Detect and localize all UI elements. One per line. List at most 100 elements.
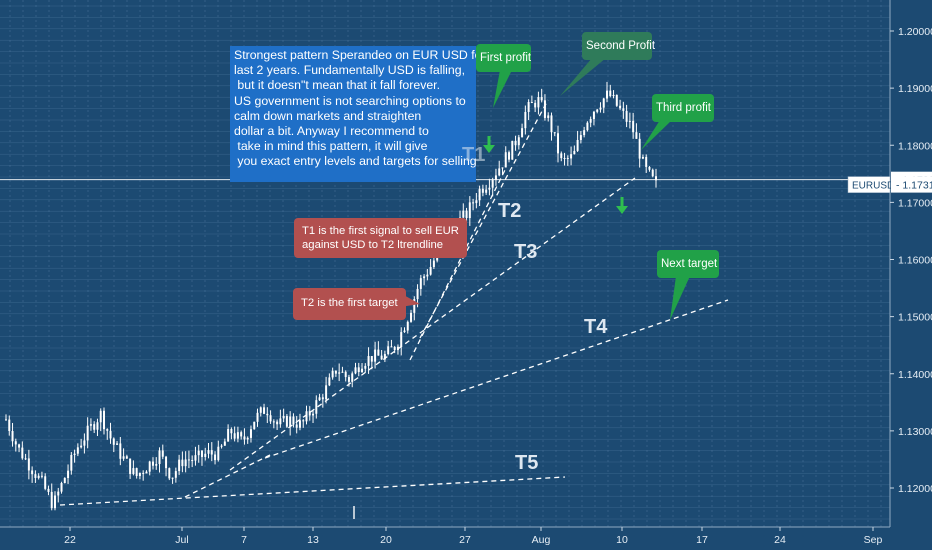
candle-body: [135, 468, 138, 477]
candle-body: [272, 421, 275, 423]
candle-body: [93, 424, 96, 430]
t3-trendline: [229, 177, 636, 471]
candle-body: [396, 346, 399, 351]
candle-body: [109, 430, 112, 439]
third-profit-pointer: [641, 120, 672, 150]
candle-body: [178, 459, 181, 472]
candle-body: [367, 356, 370, 366]
candle-body: [138, 472, 141, 477]
candle-body: [370, 356, 373, 362]
base-trendline: [184, 454, 271, 498]
candle-body: [602, 98, 605, 108]
candle-body: [161, 450, 164, 457]
candle-body: [410, 312, 413, 322]
t4-label: T4: [584, 316, 608, 338]
candle-body: [560, 153, 563, 159]
candle-body: [491, 180, 494, 188]
candle-body: [249, 429, 252, 438]
y-tick-label: 1.14000: [898, 369, 932, 381]
candle-body: [18, 444, 21, 448]
x-tick-label: 10: [616, 534, 628, 546]
candle-body: [207, 450, 210, 454]
candle-body: [361, 368, 364, 373]
candle-body: [236, 432, 239, 439]
candle-body: [537, 97, 540, 108]
candle-body: [390, 346, 393, 348]
candle-body: [357, 367, 360, 373]
candle-body: [488, 187, 491, 190]
candle-body: [312, 413, 315, 416]
candle-body: [112, 438, 115, 445]
candle-body: [214, 454, 217, 461]
candle-body: [266, 413, 269, 416]
candle-body: [158, 450, 161, 465]
t2-label: T2: [498, 200, 522, 222]
t1-signal-note: T1 is the first signal to sell EUR again…: [294, 218, 467, 258]
y-tick-label: 1.16000: [898, 255, 932, 267]
candle-body: [331, 370, 334, 378]
candle-body: [204, 453, 207, 457]
candle-body: [174, 471, 177, 478]
candle-body: [132, 468, 135, 475]
candle-body: [635, 132, 638, 139]
candle-body: [566, 157, 569, 159]
candle-body: [80, 445, 83, 448]
candle-body: [116, 443, 119, 445]
candle-body: [609, 90, 612, 97]
t1-label: T1: [462, 144, 486, 166]
y-tick-label: 1.12000: [898, 483, 932, 495]
candle-body: [328, 377, 331, 386]
candle-body: [305, 411, 308, 422]
candle-body: [468, 202, 471, 219]
candle-body: [289, 416, 292, 427]
candle-body: [31, 470, 34, 475]
candle-body: [37, 475, 40, 478]
candle-body: [129, 458, 132, 475]
first-profit-arrow: [483, 145, 495, 153]
candle-body: [387, 346, 390, 355]
y-tick-label: 1.17000: [898, 197, 932, 209]
candle-body: [315, 400, 318, 414]
trendlines: [0, 99, 890, 506]
candle-body: [423, 276, 426, 279]
candle-body: [374, 349, 377, 362]
candle-body: [524, 111, 527, 129]
candle-body: [148, 461, 151, 472]
candle-body: [364, 365, 367, 369]
candle-body: [24, 458, 27, 460]
candle-body: [645, 156, 648, 167]
candle-body: [334, 370, 337, 374]
candle-body: [47, 488, 50, 492]
candle-body: [641, 156, 644, 159]
candle-body: [400, 332, 403, 347]
t5-trendline: [59, 476, 566, 506]
candle-body: [540, 97, 543, 101]
candle-body: [96, 422, 99, 430]
candle-body: [432, 260, 435, 267]
candle-body: [570, 154, 573, 159]
candle-body: [534, 102, 537, 108]
candle-body: [347, 377, 350, 382]
candle-body: [599, 107, 602, 110]
candle-body: [351, 373, 354, 382]
y-tick-label: 1.18000: [898, 140, 932, 152]
candle-body: [125, 456, 128, 459]
candle-body: [53, 495, 56, 509]
candle-body: [632, 120, 635, 133]
candle-body: [619, 105, 622, 109]
candle-body: [119, 443, 122, 459]
candle-body: [406, 321, 409, 331]
candle-body: [527, 102, 530, 112]
candle-body: [321, 397, 324, 400]
candle-body: [210, 450, 213, 455]
first-profit-pointer: [493, 70, 512, 108]
candle-body: [655, 176, 657, 181]
candle-body: [318, 397, 321, 401]
candle-body: [86, 425, 89, 441]
candle-body: [70, 455, 73, 471]
candle-body: [550, 115, 553, 133]
candle-body: [586, 122, 589, 131]
candle-body: [168, 468, 171, 479]
candle-body: [485, 189, 488, 193]
